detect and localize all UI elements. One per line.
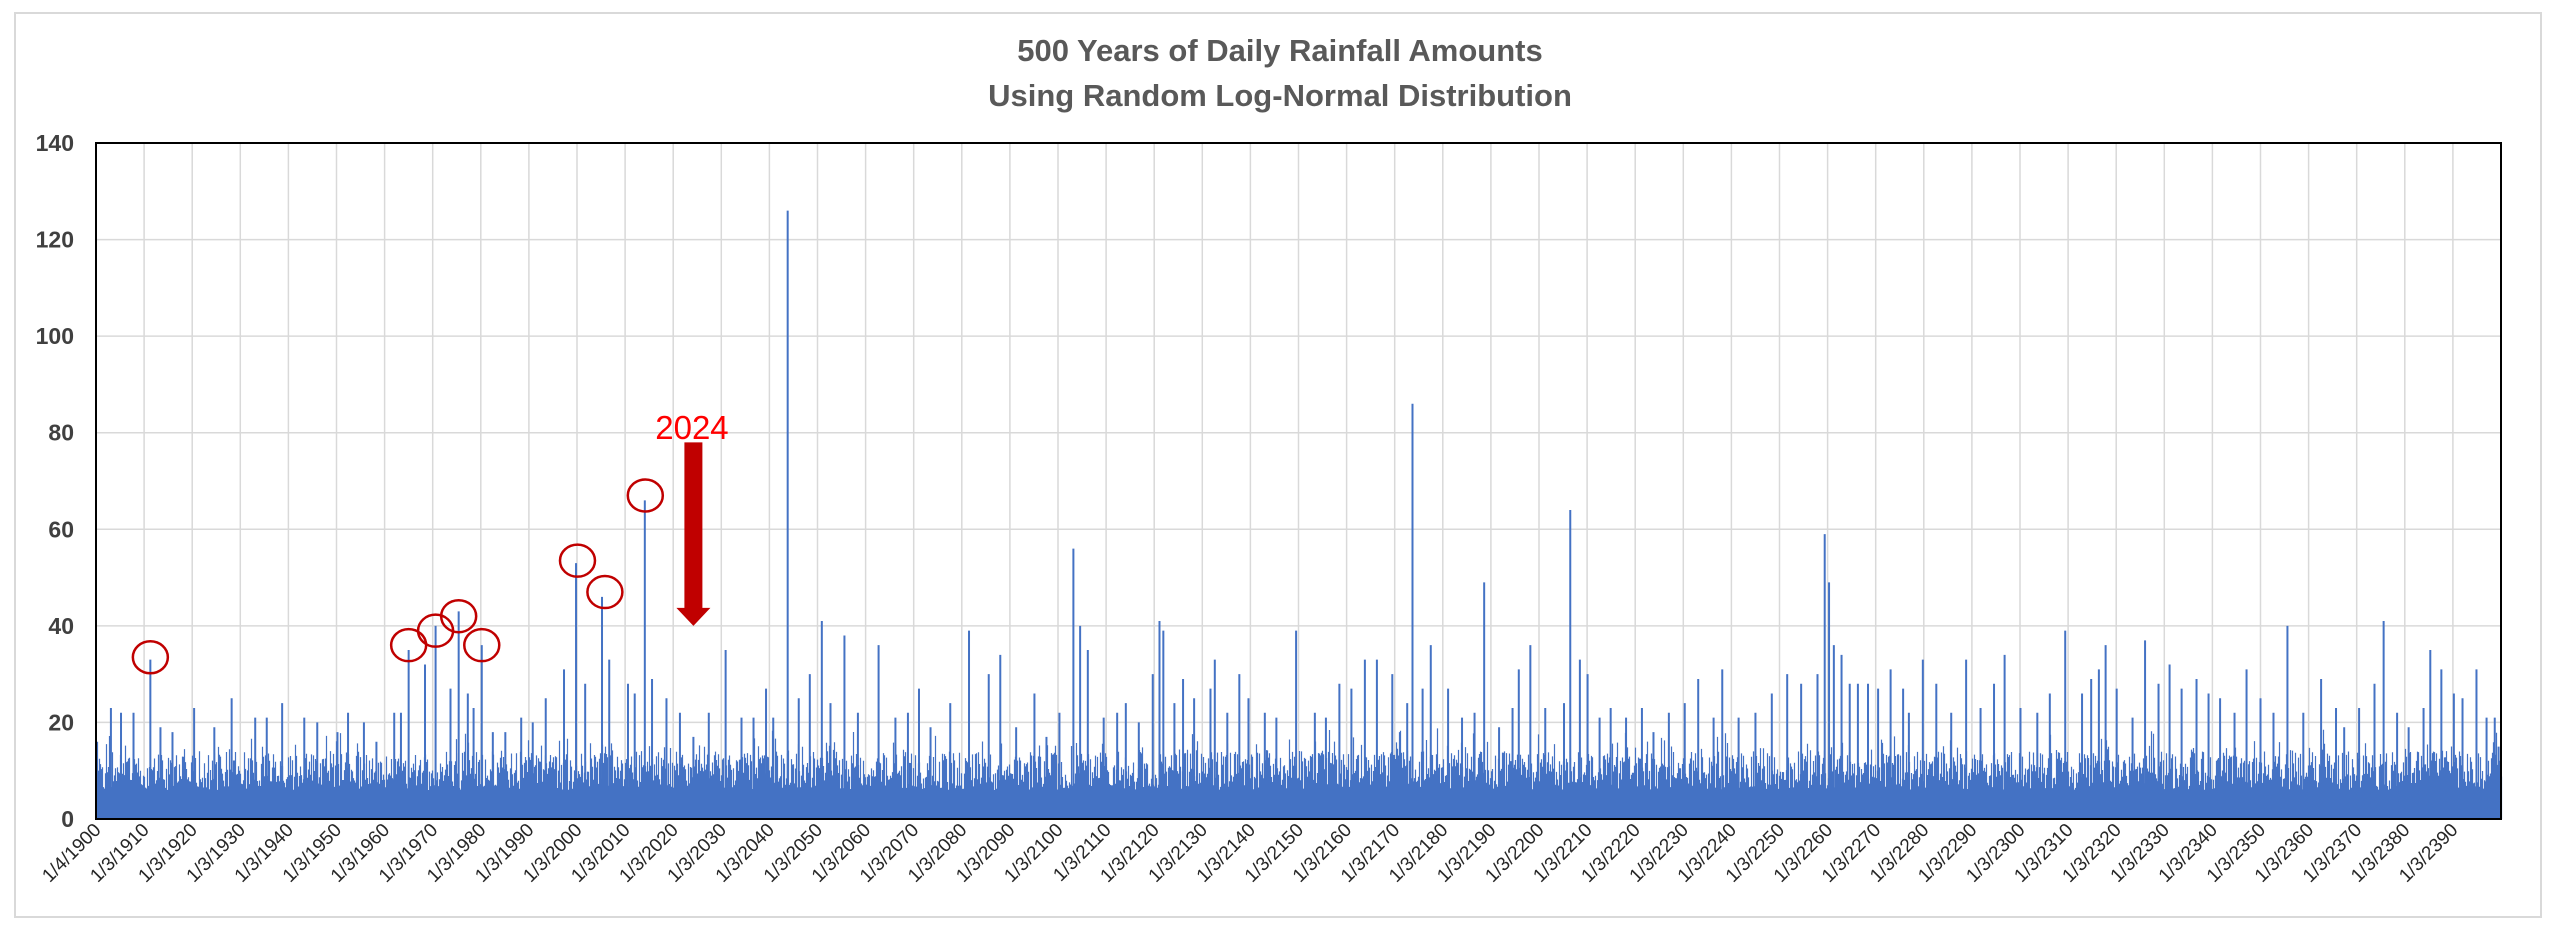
highlight-circle (558, 543, 597, 578)
chart-title-line-2: Using Random Log-Normal Distribution (988, 78, 1572, 113)
highlight-circle (626, 478, 665, 513)
highlight-circle (463, 627, 501, 663)
gridlines (96, 143, 2501, 819)
y-axis: 0 20 40 60 80 100 120 140 (36, 130, 74, 832)
year-2024-label: 2024 (655, 409, 728, 446)
y-tick-label: 120 (36, 227, 74, 253)
y-tick-label: 140 (36, 130, 74, 156)
chart-frame: 500 Years of Daily Rainfall Amounts Usin… (14, 12, 2542, 918)
y-tick-label: 80 (48, 420, 74, 446)
y-tick-label: 100 (36, 323, 74, 349)
down-arrow-icon (676, 442, 711, 626)
y-tick-label: 60 (48, 516, 74, 542)
y-tick-label: 20 (48, 709, 74, 735)
highlight-circle (131, 639, 170, 675)
x-axis: 1/4/19001/3/19101/3/19201/3/19301/3/1940… (38, 820, 2462, 887)
annotations: 2024 (131, 409, 729, 675)
y-tick-label: 0 (61, 806, 74, 832)
highlight-circle (439, 598, 478, 634)
highlight-circle (586, 574, 624, 610)
rainfall-chart: 500 Years of Daily Rainfall Amounts Usin… (36, 33, 2503, 887)
plot-area-border (95, 142, 2502, 820)
rainfall-series (95, 210, 2503, 819)
y-tick-label: 40 (48, 613, 74, 639)
chart-title-line-1: 500 Years of Daily Rainfall Amounts (1017, 33, 1542, 68)
